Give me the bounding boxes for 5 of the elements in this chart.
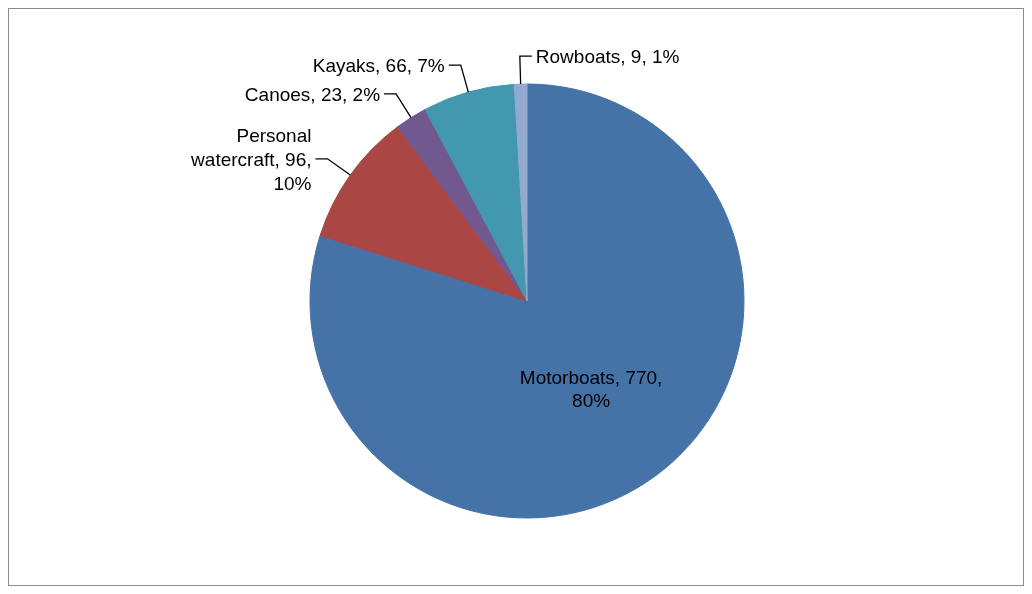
slice-label: Canoes, 23, 2% <box>244 83 381 105</box>
slice-label: Motorboats, 770, 80% <box>519 366 663 411</box>
slice-label: Personal watercraft, 96, 10% <box>190 124 312 194</box>
slice-label: Kayaks, 66, 7% <box>312 54 445 76</box>
slice-label: Rowboats, 9, 1% <box>535 45 680 67</box>
